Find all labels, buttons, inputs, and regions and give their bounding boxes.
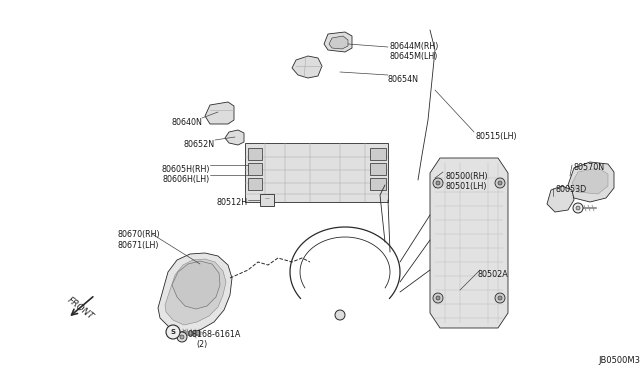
Circle shape bbox=[495, 178, 505, 188]
Circle shape bbox=[573, 203, 583, 213]
Text: 80570N: 80570N bbox=[574, 163, 605, 172]
Circle shape bbox=[495, 293, 505, 303]
Circle shape bbox=[498, 296, 502, 300]
Polygon shape bbox=[248, 178, 262, 190]
Polygon shape bbox=[329, 36, 348, 49]
Polygon shape bbox=[248, 148, 262, 160]
Text: 80654N: 80654N bbox=[388, 75, 419, 84]
Text: 80640N: 80640N bbox=[171, 118, 202, 127]
Circle shape bbox=[166, 325, 180, 339]
Polygon shape bbox=[568, 162, 614, 202]
Polygon shape bbox=[324, 32, 352, 52]
Polygon shape bbox=[172, 261, 220, 309]
Polygon shape bbox=[572, 168, 608, 194]
Text: S: S bbox=[170, 329, 175, 335]
Circle shape bbox=[498, 181, 502, 185]
Text: 80645M(LH): 80645M(LH) bbox=[390, 52, 438, 61]
Polygon shape bbox=[158, 253, 232, 333]
Text: FRONT: FRONT bbox=[65, 295, 95, 321]
Polygon shape bbox=[245, 143, 388, 202]
Circle shape bbox=[576, 206, 580, 210]
Polygon shape bbox=[205, 102, 234, 124]
Polygon shape bbox=[370, 178, 386, 190]
Polygon shape bbox=[370, 163, 386, 175]
Text: 80670(RH): 80670(RH) bbox=[118, 230, 161, 239]
Polygon shape bbox=[248, 163, 262, 175]
Text: 08168-6161A: 08168-6161A bbox=[188, 330, 241, 339]
Polygon shape bbox=[260, 194, 274, 206]
Text: 80512H: 80512H bbox=[217, 198, 248, 207]
Circle shape bbox=[433, 178, 443, 188]
Text: JB0500M3: JB0500M3 bbox=[598, 356, 640, 365]
Text: 80652N: 80652N bbox=[184, 140, 215, 149]
Circle shape bbox=[436, 181, 440, 185]
Text: 80515(LH): 80515(LH) bbox=[476, 132, 518, 141]
Text: (2): (2) bbox=[196, 340, 207, 349]
Text: 80053D: 80053D bbox=[555, 185, 586, 194]
Text: 80671(LH): 80671(LH) bbox=[118, 241, 159, 250]
Text: 80644M(RH): 80644M(RH) bbox=[390, 42, 440, 51]
Polygon shape bbox=[370, 148, 386, 160]
Text: 80500(RH): 80500(RH) bbox=[445, 172, 488, 181]
Polygon shape bbox=[292, 56, 322, 78]
Text: 80606H(LH): 80606H(LH) bbox=[163, 175, 210, 184]
Circle shape bbox=[180, 335, 184, 339]
Text: 80501(LH): 80501(LH) bbox=[445, 182, 486, 191]
Polygon shape bbox=[547, 186, 574, 212]
Circle shape bbox=[335, 310, 345, 320]
Circle shape bbox=[177, 332, 187, 342]
Polygon shape bbox=[225, 130, 244, 145]
Polygon shape bbox=[165, 259, 226, 325]
Text: 80502A: 80502A bbox=[478, 270, 509, 279]
Circle shape bbox=[436, 296, 440, 300]
Text: 80605H(RH): 80605H(RH) bbox=[161, 165, 210, 174]
Circle shape bbox=[433, 293, 443, 303]
Polygon shape bbox=[430, 158, 508, 328]
